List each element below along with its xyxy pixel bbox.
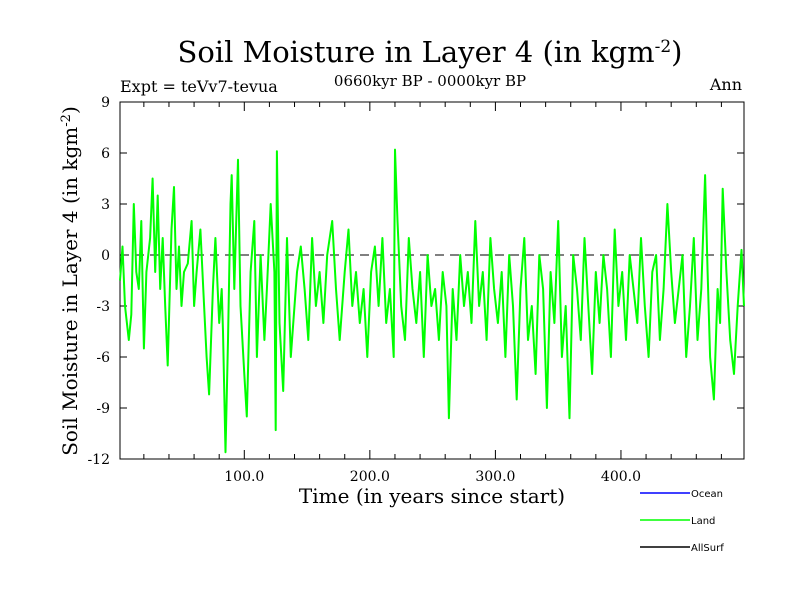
expt-label: Expt = teVv7-tevua — [120, 77, 278, 96]
y-tick-label: 9 — [101, 95, 110, 111]
chart-subtitle: 0660kyr BP - 0000kyr BP — [334, 72, 526, 90]
chart-title: Soil Moisture in Layer 4 (in kgm-2) — [177, 35, 682, 69]
x-tick-label: 100.0 — [224, 469, 264, 485]
y-tick-label: 3 — [101, 197, 110, 213]
y-axis-label: Soil Moisture in Layer 4 (in kgm-2) — [58, 106, 82, 456]
legend-label: AllSurf — [691, 543, 724, 554]
legend-label: Ocean — [691, 489, 723, 500]
x-tick-label: 400.0 — [601, 469, 641, 485]
y-tick-label: 6 — [101, 146, 110, 162]
season-label: Ann — [709, 75, 742, 94]
y-tick-label: -12 — [87, 452, 110, 468]
x-tick-label: 200.0 — [350, 469, 390, 485]
series-line-land — [119, 148, 745, 454]
legend: Ocean Land AllSurf — [640, 489, 724, 554]
y-tick-label: -3 — [96, 299, 110, 315]
y-tick-label: -6 — [96, 350, 110, 366]
x-tick-label: 300.0 — [475, 469, 515, 485]
y-tick-label: 0 — [101, 248, 110, 264]
x-axis-label: Time (in years since start) — [299, 484, 565, 508]
legend-label: Land — [691, 516, 715, 527]
y-tick-label: -9 — [96, 401, 110, 417]
